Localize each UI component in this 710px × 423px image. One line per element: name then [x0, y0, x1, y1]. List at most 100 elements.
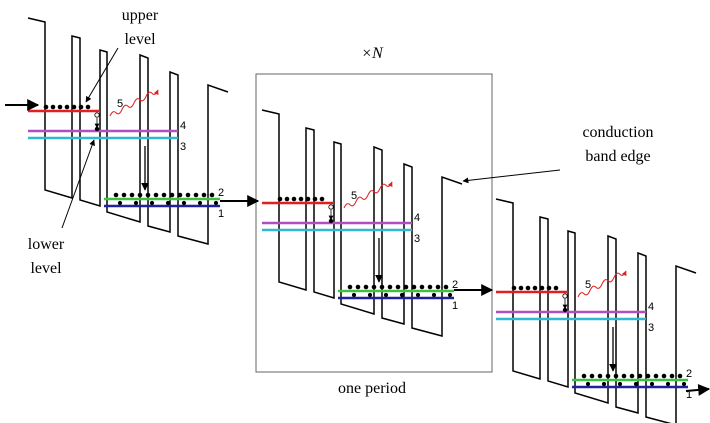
exit-arrow [685, 383, 710, 396]
electron [525, 285, 531, 291]
electron [645, 373, 651, 379]
level-number: 3 [180, 141, 186, 153]
electron [193, 192, 199, 198]
electron [403, 284, 409, 290]
level-number: 3 [648, 322, 654, 334]
electron [117, 200, 123, 206]
electron [351, 292, 357, 298]
annotation-arrow [462, 169, 561, 184]
electron [511, 285, 517, 291]
electron [197, 200, 203, 206]
electron [145, 192, 151, 198]
electron [165, 200, 171, 206]
electron [617, 381, 623, 387]
electron [371, 284, 377, 290]
electron [581, 373, 587, 379]
electron [518, 285, 524, 291]
annotation: conduction [582, 124, 653, 141]
electron [153, 192, 159, 198]
annotation: level [30, 260, 62, 277]
electron [355, 284, 361, 290]
electron [298, 196, 304, 202]
electron [431, 292, 437, 298]
electron [85, 104, 91, 110]
hole [328, 204, 334, 210]
electron [443, 284, 449, 290]
electron [137, 192, 143, 198]
hole [94, 112, 100, 118]
electron [419, 284, 425, 290]
conduction-band [27, 17, 229, 245]
electron [169, 192, 175, 198]
box-caption: one period [338, 380, 406, 397]
electron [312, 196, 318, 202]
level-number: 2 [686, 368, 692, 380]
electron [284, 196, 290, 202]
electron [328, 218, 334, 224]
electron [661, 373, 667, 379]
annotation: upper [122, 7, 159, 24]
electron [209, 192, 215, 198]
electron [395, 284, 401, 290]
electron [113, 192, 119, 198]
electron [71, 104, 77, 110]
electron [435, 284, 441, 290]
electron [363, 284, 369, 290]
electron [553, 285, 559, 291]
electron [633, 381, 639, 387]
hole [562, 293, 568, 299]
electron [629, 373, 635, 379]
level-number: 1 [452, 300, 458, 312]
electron [546, 285, 552, 291]
electron [387, 284, 393, 290]
level-number: 1 [218, 208, 224, 220]
electron [597, 373, 603, 379]
electron [129, 192, 135, 198]
electron [43, 104, 49, 110]
box-label: ×N [361, 45, 384, 62]
electron [562, 307, 568, 313]
level-number: 5 [585, 279, 591, 291]
electron [57, 104, 63, 110]
electron [185, 192, 191, 198]
electron [383, 292, 389, 298]
electron [539, 285, 545, 291]
electron [149, 200, 155, 206]
photon [109, 89, 159, 117]
electron [379, 284, 385, 290]
electron [532, 285, 538, 291]
electron [649, 381, 655, 387]
electron [177, 192, 183, 198]
electron [277, 196, 283, 202]
annotation: lower [28, 236, 65, 253]
electron [94, 126, 100, 132]
level-number: 5 [351, 190, 357, 202]
electron [613, 373, 619, 379]
electron [681, 381, 687, 387]
annotation-arrow [61, 139, 95, 229]
electron [621, 373, 627, 379]
electron [605, 373, 611, 379]
electron [161, 192, 167, 198]
level-number: 4 [180, 120, 186, 132]
annotation: level [124, 31, 156, 48]
photon [577, 270, 627, 298]
electron [213, 200, 219, 206]
electron [415, 292, 421, 298]
level-number: 4 [414, 212, 420, 224]
electron [585, 381, 591, 387]
electron [601, 381, 607, 387]
electron [411, 284, 417, 290]
electron [367, 292, 373, 298]
level-number: 5 [117, 98, 123, 110]
electron [50, 104, 56, 110]
electron [665, 381, 671, 387]
electron [78, 104, 84, 110]
electron [669, 373, 675, 379]
electron [133, 200, 139, 206]
electron [201, 192, 207, 198]
level-number: 3 [414, 233, 420, 245]
electron [427, 284, 433, 290]
electron [121, 192, 127, 198]
